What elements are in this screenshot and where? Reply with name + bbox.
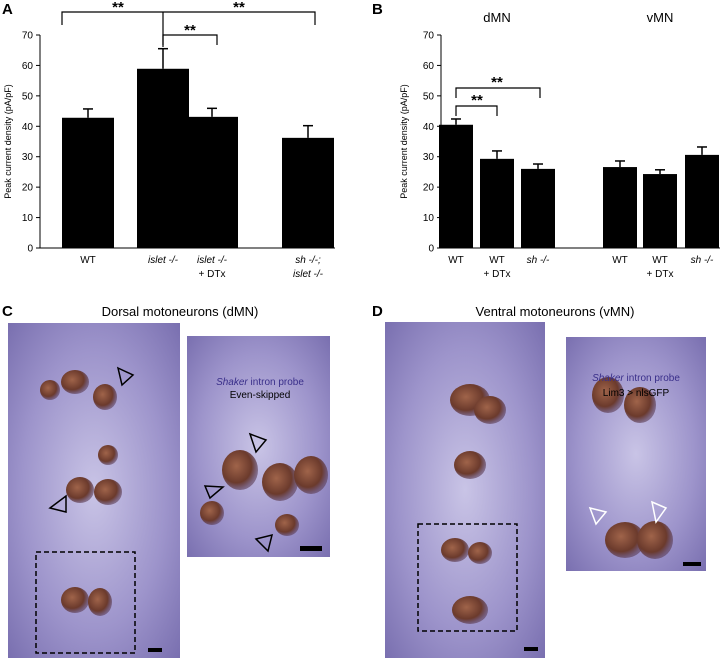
significance-bracket — [455, 87, 541, 98]
significance-bracket — [162, 34, 218, 45]
group-label: dMN — [483, 10, 510, 25]
image-d-inset — [566, 337, 706, 571]
bar — [480, 158, 514, 248]
image-c-inset — [187, 336, 330, 557]
bar — [603, 167, 637, 248]
y-tick-label: 20 — [423, 183, 435, 194]
y-axis-label: Peak current density (pA/pF) — [399, 84, 409, 199]
x-tick-label: WT — [448, 255, 464, 266]
probe-gene: Shaker — [216, 377, 248, 388]
significance-label: ** — [471, 92, 483, 109]
bar — [521, 168, 555, 248]
significance-label: ** — [184, 22, 196, 39]
bar — [137, 68, 189, 248]
x-tick-label: WT — [489, 255, 505, 266]
x-tick-label: islet -/- — [148, 255, 179, 266]
image-d — [385, 322, 545, 658]
significance-label: ** — [491, 74, 503, 91]
significance-bracket — [455, 105, 498, 116]
probe-gene: Shaker — [592, 373, 624, 384]
x-tick-label: sh -/- — [691, 255, 714, 266]
y-axis-label: Peak current density (pA/pF) — [3, 84, 13, 199]
y-tick-label: 30 — [22, 152, 34, 163]
bar — [282, 137, 334, 248]
marker-caption: Lim3 > nlsGFP — [603, 388, 670, 399]
panel-label: B — [372, 1, 383, 18]
bar — [186, 116, 238, 248]
bar — [62, 117, 114, 248]
bar — [643, 174, 677, 248]
y-tick-label: 20 — [22, 183, 34, 194]
x-tick-label: sh -/- — [527, 255, 550, 266]
y-tick-label: 30 — [423, 152, 435, 163]
y-tick-label: 60 — [423, 61, 435, 72]
bar — [685, 154, 719, 248]
probe-text: intron probe — [251, 377, 305, 388]
y-tick-label: 40 — [423, 122, 435, 133]
panel-label: D — [372, 303, 383, 320]
x-tick-label: + DTx — [484, 269, 511, 280]
panel-label: C — [2, 303, 13, 320]
probe-caption: Shaker intron probe — [592, 373, 680, 384]
panel-label: A — [2, 1, 13, 18]
marker-caption: Even-skipped — [230, 390, 291, 401]
x-tick-label: WT — [80, 255, 96, 266]
y-tick-label: 70 — [22, 31, 34, 42]
y-tick-label: 0 — [428, 244, 434, 255]
y-tick-label: 10 — [423, 213, 435, 224]
y-tick-label: 0 — [27, 244, 33, 255]
image-title: Ventral motoneurons (vMN) — [476, 304, 635, 319]
image-c — [8, 323, 180, 658]
y-tick-label: 40 — [22, 122, 34, 133]
group-label: vMN — [647, 10, 674, 25]
bar — [439, 124, 473, 248]
y-tick-label: 70 — [423, 31, 435, 42]
x-tick-label: WT — [612, 255, 628, 266]
x-tick-label: + DTx — [647, 269, 674, 280]
significance-label: ** — [112, 0, 124, 16]
x-tick-label: sh -/-; — [295, 255, 321, 266]
image-title: Dorsal motoneurons (dMN) — [102, 304, 259, 319]
x-tick-label: WT — [652, 255, 668, 266]
y-tick-label: 50 — [22, 91, 34, 102]
x-tick-label: islet -/- — [197, 255, 228, 266]
probe-text: intron probe — [627, 373, 681, 384]
probe-caption: Shaker intron probe — [216, 377, 304, 388]
significance-label: ** — [233, 0, 245, 16]
x-tick-label: + DTx — [199, 269, 226, 280]
y-tick-label: 50 — [423, 91, 435, 102]
x-tick-label: islet -/- — [293, 269, 324, 280]
y-tick-label: 60 — [22, 61, 34, 72]
y-tick-label: 10 — [22, 213, 34, 224]
